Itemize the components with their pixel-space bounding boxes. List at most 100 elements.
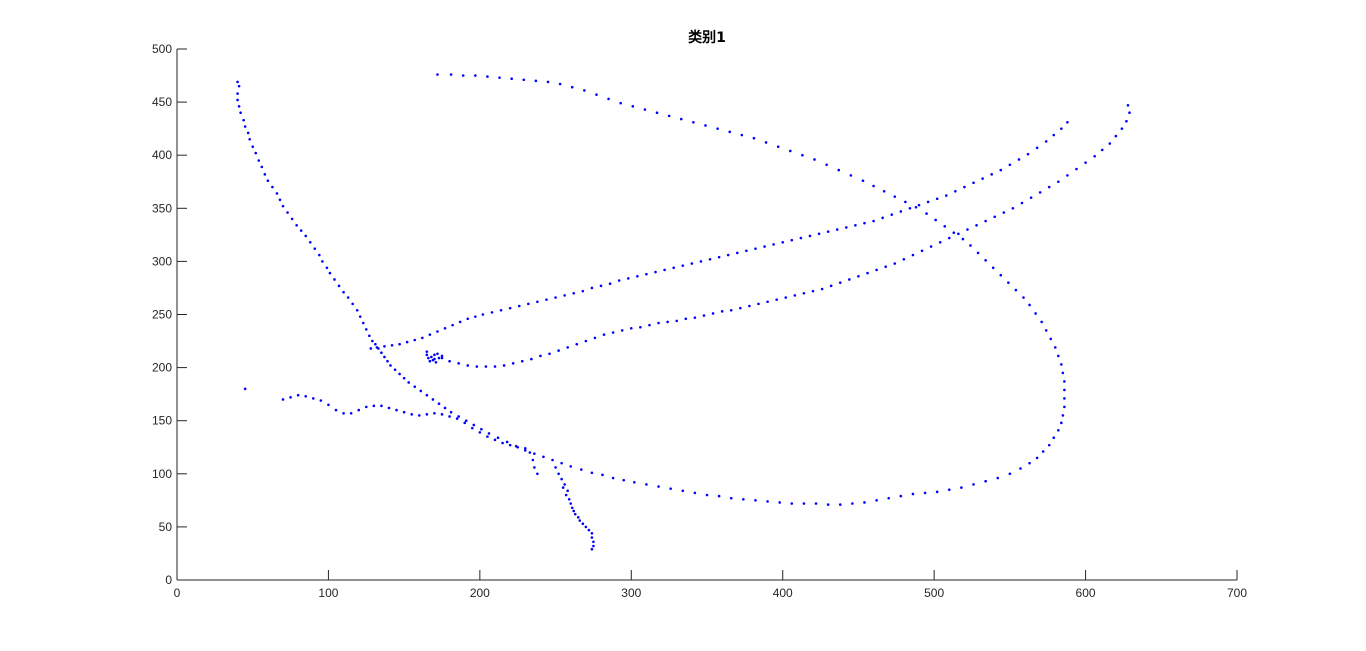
data-point [570, 85, 574, 89]
data-point [493, 365, 497, 368]
data-point [857, 274, 860, 278]
data-point [693, 316, 697, 319]
data-point [533, 452, 536, 455]
data-point [1063, 388, 1066, 392]
data-point [849, 174, 853, 177]
data-point [431, 358, 435, 362]
data-point [325, 266, 329, 270]
data-point [572, 509, 576, 513]
data-point [290, 217, 294, 221]
data-point [393, 368, 397, 372]
data-point [929, 245, 933, 248]
data-point [522, 78, 526, 82]
data-point [355, 308, 359, 312]
data-point [981, 177, 984, 180]
data-point [636, 274, 639, 278]
data-point [608, 282, 612, 286]
data-point [657, 321, 660, 325]
data-point [474, 315, 477, 318]
data-point [428, 359, 432, 363]
data-point [944, 194, 948, 197]
data-point [580, 468, 583, 471]
data-point [410, 413, 414, 416]
data-point [398, 372, 401, 376]
data-point [563, 294, 566, 297]
data-point [599, 284, 603, 288]
x-tick-label: 0 [174, 586, 181, 600]
data-point [990, 173, 993, 176]
data-point [334, 408, 338, 412]
data-point [754, 499, 757, 502]
data-point [643, 108, 647, 111]
data-point [464, 419, 468, 423]
data-point [328, 271, 332, 275]
data-point [516, 445, 520, 449]
data-point [726, 253, 730, 257]
data-point [1057, 354, 1060, 358]
data-point [433, 411, 436, 415]
data-point [848, 278, 851, 281]
data-point [436, 330, 439, 333]
data-point [590, 536, 594, 539]
data-point [629, 327, 633, 330]
data-point [1047, 443, 1051, 447]
data-point [1061, 414, 1065, 417]
data-point [581, 289, 585, 293]
data-point [1126, 103, 1130, 107]
data-point [440, 354, 444, 358]
data-point [475, 365, 479, 368]
data-point [1053, 346, 1057, 349]
data-point [542, 455, 545, 459]
data-point [342, 290, 345, 294]
data-point [772, 243, 775, 246]
chart-title: 类别1 [688, 29, 726, 46]
data-point [561, 486, 565, 489]
y-tick-label: 350 [152, 201, 172, 215]
data-point [826, 230, 830, 233]
data-point [720, 310, 724, 313]
data-point [923, 491, 927, 495]
data-point [631, 105, 635, 108]
data-point [342, 411, 345, 415]
data-point [554, 296, 557, 299]
data-point [788, 149, 792, 153]
data-point [748, 304, 751, 308]
data-point [1040, 320, 1043, 324]
data-point [1028, 461, 1031, 465]
data-point [564, 493, 568, 497]
data-point [498, 76, 501, 79]
data-point [242, 118, 245, 122]
data-point [390, 343, 394, 347]
data-point [1063, 405, 1066, 409]
data-point [690, 262, 694, 265]
data-point [436, 73, 439, 76]
data-point [505, 440, 509, 444]
data-point [1028, 303, 1031, 307]
data-point [425, 393, 429, 397]
data-point [466, 364, 470, 367]
data-point [935, 490, 939, 494]
data-point [669, 487, 672, 490]
data-point [920, 249, 924, 253]
data-point [461, 74, 465, 77]
data-point [845, 226, 848, 229]
data-point [811, 289, 815, 293]
data-point [333, 278, 336, 281]
data-point [1052, 133, 1056, 137]
data-point [602, 333, 606, 336]
data-point [960, 486, 963, 489]
data-point [386, 359, 389, 363]
data-point [425, 350, 429, 353]
data-point [654, 270, 657, 274]
data-point [528, 451, 532, 454]
data-points [236, 73, 1131, 551]
data-point [1063, 380, 1066, 383]
data-point [835, 228, 839, 231]
data-point [908, 207, 912, 210]
data-point [478, 431, 482, 434]
data-point [508, 306, 512, 310]
data-point [368, 334, 371, 338]
x-tick-label: 100 [318, 586, 338, 600]
x-tick-label: 200 [470, 586, 490, 600]
data-point [1022, 296, 1025, 299]
